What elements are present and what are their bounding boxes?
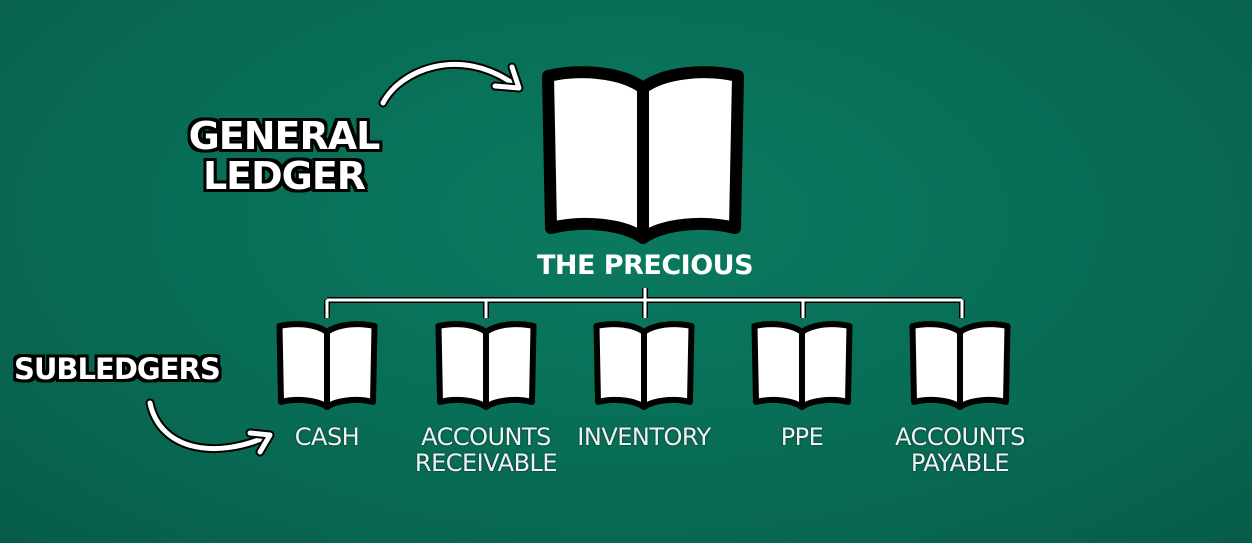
subledgers-callout: SUBLEDGERS xyxy=(14,352,221,386)
general-ledger-label: THE PRECIOUS xyxy=(536,250,754,281)
general-ledger-callout: GENERAL LEDGER xyxy=(188,114,381,198)
curved-arrow-icon xyxy=(378,59,524,108)
subledger-book-inventory-icon xyxy=(597,324,692,407)
subledger-label-accounts-payable: ACCOUNTS PAYABLE xyxy=(895,423,1025,477)
subledger-label-cash: CASH xyxy=(294,423,360,451)
subledger-label-accounts-receivable: ACCOUNTS RECEIVABLE xyxy=(414,423,558,477)
curved-arrow-icon xyxy=(145,398,275,457)
subledger-label-inventory: INVENTORY xyxy=(577,423,711,451)
subledger-book-ap-icon xyxy=(913,324,1008,407)
subledger-book-ppe-icon xyxy=(755,324,850,407)
subledger-label-ppe: PPE xyxy=(780,423,824,451)
subledger-book-ar-icon xyxy=(439,324,534,407)
general-ledger-book-icon xyxy=(548,72,738,238)
connector-lines-inner xyxy=(325,288,964,318)
subledger-book-cash-icon xyxy=(280,324,375,407)
